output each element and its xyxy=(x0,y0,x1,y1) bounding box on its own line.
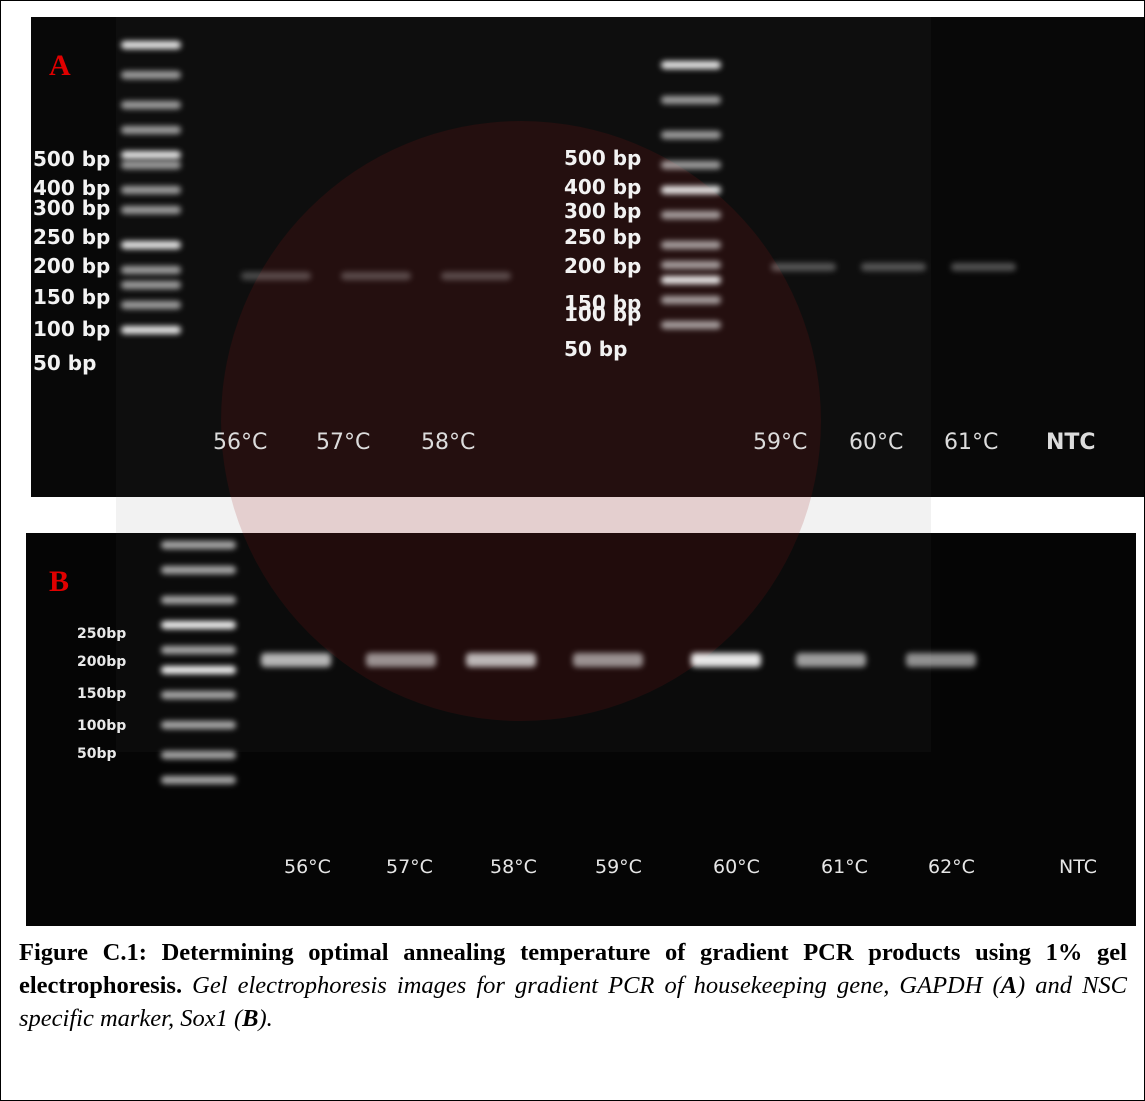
gel-band xyxy=(661,96,721,104)
gel-band xyxy=(341,272,411,280)
gel-band xyxy=(951,263,1016,271)
gel-band xyxy=(161,596,236,604)
gel-band xyxy=(661,161,721,169)
ladder-label: 200 bp xyxy=(33,254,110,278)
lane-label: 57°C xyxy=(316,430,370,455)
gel-band xyxy=(121,281,181,289)
gel-band xyxy=(121,126,181,134)
gel-band xyxy=(121,41,181,49)
gel-band xyxy=(861,263,926,271)
gel-band xyxy=(121,301,181,309)
gel-band xyxy=(661,261,721,269)
gel-band xyxy=(661,61,721,69)
lane-label: 56°C xyxy=(213,430,267,455)
ladder-label: 100bp xyxy=(77,718,126,734)
ladder-label: 250 bp xyxy=(33,225,110,249)
gel-band xyxy=(796,653,866,667)
lane-label: 61°C xyxy=(944,430,998,455)
ladder-label: 400 bp xyxy=(564,175,641,199)
lane-label: 61°C xyxy=(821,856,868,878)
gel-band xyxy=(161,541,236,549)
gel-band xyxy=(691,653,761,667)
gel-band xyxy=(466,653,536,667)
ladder-label: 100 bp xyxy=(564,302,641,326)
lane-label: 58°C xyxy=(421,430,475,455)
gel-band xyxy=(261,653,331,667)
ladder-label: 150bp xyxy=(77,686,126,702)
gel-band xyxy=(121,161,181,169)
gel-band xyxy=(121,206,181,214)
ladder-label: 200 bp xyxy=(564,254,641,278)
gel-band xyxy=(161,721,236,729)
gel-band xyxy=(366,653,436,667)
gel-band xyxy=(161,621,236,629)
gel-band xyxy=(161,776,236,784)
panel-label: B xyxy=(49,565,69,598)
figure-page: 500 bp400 bp300 bp250 bp200 bp150 bp100 … xyxy=(0,0,1145,1101)
gel-band xyxy=(661,321,721,329)
gel-band xyxy=(661,186,721,194)
caption-text: Gel electrophoresis images for gradient … xyxy=(192,972,1001,999)
gel-band xyxy=(121,326,181,334)
caption-ref: A xyxy=(1001,972,1017,999)
lane-label: 56°C xyxy=(284,856,331,878)
gel-band xyxy=(161,691,236,699)
gel-band xyxy=(161,646,236,654)
gel-band xyxy=(573,653,643,667)
lane-label: 60°C xyxy=(849,430,903,455)
panel-label: A xyxy=(49,49,71,82)
ladder-label: 250bp xyxy=(77,626,126,642)
lane-label: 60°C xyxy=(713,856,760,878)
ladder-label: 200bp xyxy=(77,654,126,670)
lane-label: 62°C xyxy=(928,856,975,878)
gel-band xyxy=(771,263,836,271)
ladder-label: 300 bp xyxy=(33,196,110,220)
gel-band xyxy=(661,131,721,139)
gel-band xyxy=(121,241,181,249)
caption-ref: B xyxy=(242,1005,258,1032)
ladder-label: 500 bp xyxy=(33,147,110,171)
ladder-label: 50 bp xyxy=(564,337,627,361)
gel-band xyxy=(161,566,236,574)
lane-label: 58°C xyxy=(490,856,537,878)
gel-band xyxy=(661,296,721,304)
ladder-label: 150 bp xyxy=(33,285,110,309)
lane-label: 59°C xyxy=(753,430,807,455)
gel-band xyxy=(241,272,311,280)
ladder-label: 100 bp xyxy=(33,317,110,341)
ladder-label: 300 bp xyxy=(564,199,641,223)
gel-band xyxy=(121,266,181,274)
gel-band xyxy=(906,653,976,667)
lane-label: NTC xyxy=(1059,856,1097,878)
gel-band xyxy=(121,151,181,159)
ladder-label: 500 bp xyxy=(564,146,641,170)
watermark xyxy=(116,17,931,752)
gel-band xyxy=(441,272,511,280)
lane-label: 57°C xyxy=(386,856,433,878)
ladder-label: 250 bp xyxy=(564,225,641,249)
caption-text: ). xyxy=(259,1005,273,1032)
gel-band xyxy=(121,71,181,79)
caption: Figure C.1: Determining optimal annealin… xyxy=(19,936,1127,1035)
gel-band xyxy=(661,276,721,284)
lane-label: 59°C xyxy=(595,856,642,878)
lane-label: NTC xyxy=(1046,430,1096,455)
gel-band xyxy=(161,666,236,674)
ladder-label: 50bp xyxy=(77,746,117,762)
gel-band xyxy=(661,241,721,249)
gel-band xyxy=(121,186,181,194)
gel-band xyxy=(121,101,181,109)
ladder-label: 50 bp xyxy=(33,351,96,375)
gel-band xyxy=(161,751,236,759)
gel-band xyxy=(661,211,721,219)
